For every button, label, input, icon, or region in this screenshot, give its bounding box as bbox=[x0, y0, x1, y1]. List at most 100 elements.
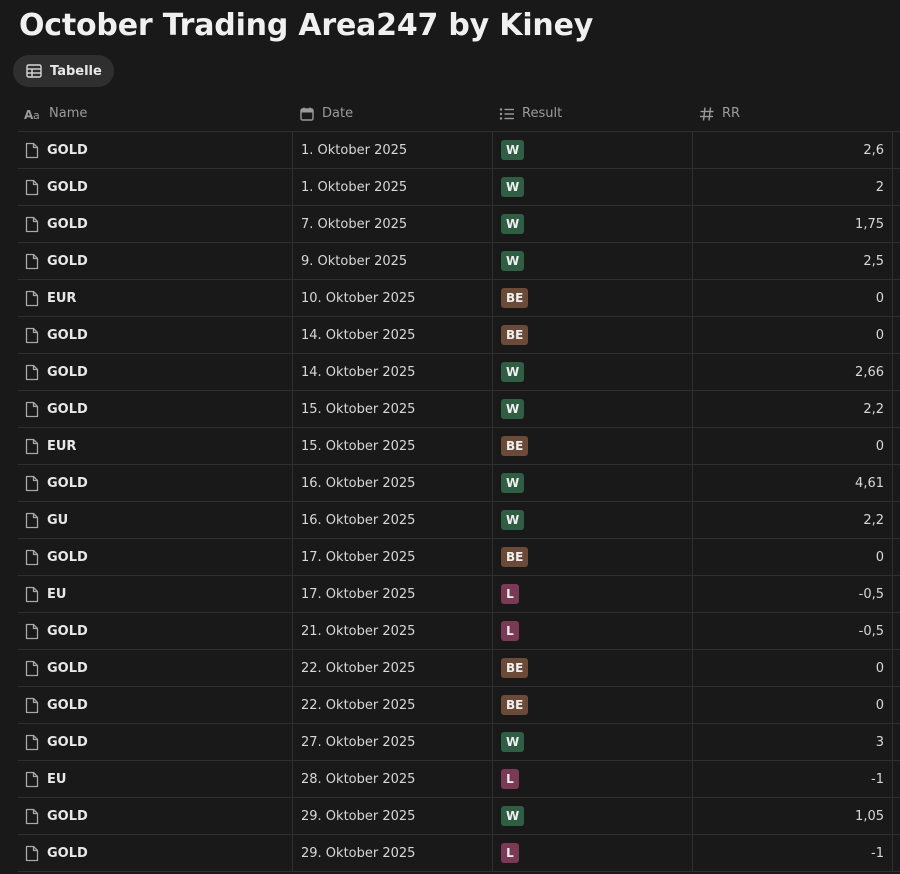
result-cell[interactable]: L bbox=[493, 613, 693, 649]
rr-cell[interactable]: 1,75 bbox=[693, 206, 893, 242]
rr-cell[interactable]: 2,6 bbox=[693, 132, 893, 168]
date-cell[interactable]: 1. Oktober 2025 bbox=[293, 132, 493, 168]
result-cell[interactable]: W bbox=[493, 243, 693, 279]
date-cell[interactable]: 15. Oktober 2025 bbox=[293, 391, 493, 427]
rr-cell[interactable]: 2,66 bbox=[693, 354, 893, 390]
table-row[interactable]: EU 17. Oktober 2025 L -0,5 bbox=[18, 576, 900, 613]
date-cell[interactable]: 1. Oktober 2025 bbox=[293, 169, 493, 205]
name-cell[interactable]: GU bbox=[18, 502, 293, 538]
name-cell[interactable]: GOLD bbox=[18, 798, 293, 834]
rr-cell[interactable]: 4,61 bbox=[693, 465, 893, 501]
date-cell[interactable]: 15. Oktober 2025 bbox=[293, 428, 493, 464]
table-row[interactable]: GOLD 21. Oktober 2025 L -0,5 bbox=[18, 613, 900, 650]
result-cell[interactable]: W bbox=[493, 206, 693, 242]
table-row[interactable]: GOLD 16. Oktober 2025 W 4,61 bbox=[18, 465, 900, 502]
table-row[interactable]: GOLD 9. Oktober 2025 W 2,5 bbox=[18, 243, 900, 280]
column-header-result[interactable]: Result bbox=[493, 96, 693, 131]
table-row[interactable]: GU 16. Oktober 2025 W 2,2 bbox=[18, 502, 900, 539]
table-row[interactable]: GOLD 1. Oktober 2025 W 2,6 bbox=[18, 132, 900, 169]
result-cell[interactable]: W bbox=[493, 798, 693, 834]
table-row[interactable]: GOLD 22. Oktober 2025 BE 0 bbox=[18, 687, 900, 724]
rr-cell[interactable]: 0 bbox=[693, 428, 893, 464]
result-cell[interactable]: L bbox=[493, 576, 693, 612]
name-cell[interactable]: GOLD bbox=[18, 243, 293, 279]
name-cell[interactable]: GOLD bbox=[18, 835, 293, 871]
name-cell[interactable]: GOLD bbox=[18, 206, 293, 242]
rr-cell[interactable]: 2,5 bbox=[693, 243, 893, 279]
name-cell[interactable]: GOLD bbox=[18, 724, 293, 760]
date-cell[interactable]: 29. Oktober 2025 bbox=[293, 798, 493, 834]
date-cell[interactable]: 22. Oktober 2025 bbox=[293, 650, 493, 686]
result-cell[interactable]: L bbox=[493, 835, 693, 871]
name-cell[interactable]: EU bbox=[18, 576, 293, 612]
table-row[interactable]: GOLD 29. Oktober 2025 L -1 bbox=[18, 835, 900, 872]
rr-cell[interactable]: -1 bbox=[693, 835, 893, 871]
date-cell[interactable]: 14. Oktober 2025 bbox=[293, 354, 493, 390]
rr-cell[interactable]: -0,5 bbox=[693, 613, 893, 649]
rr-cell[interactable]: -1 bbox=[693, 761, 893, 797]
table-row[interactable]: GOLD 29. Oktober 2025 W 1,05 bbox=[18, 798, 900, 835]
table-row[interactable]: GOLD 14. Oktober 2025 W 2,66 bbox=[18, 354, 900, 391]
result-cell[interactable]: W bbox=[493, 724, 693, 760]
result-cell[interactable]: BE bbox=[493, 280, 693, 316]
table-row[interactable]: GOLD 27. Oktober 2025 W 3 bbox=[18, 724, 900, 761]
table-row[interactable]: GOLD 17. Oktober 2025 BE 0 bbox=[18, 539, 900, 576]
date-cell[interactable]: 17. Oktober 2025 bbox=[293, 539, 493, 575]
result-cell[interactable]: BE bbox=[493, 428, 693, 464]
name-cell[interactable]: EUR bbox=[18, 280, 293, 316]
result-cell[interactable]: L bbox=[493, 761, 693, 797]
result-cell[interactable]: W bbox=[493, 169, 693, 205]
result-cell[interactable]: W bbox=[493, 391, 693, 427]
rr-cell[interactable]: 0 bbox=[693, 687, 893, 723]
table-row[interactable]: GOLD 14. Oktober 2025 BE 0 bbox=[18, 317, 900, 354]
column-header-date[interactable]: Date bbox=[293, 96, 493, 131]
rr-cell[interactable]: -0,5 bbox=[693, 576, 893, 612]
rr-cell[interactable]: 0 bbox=[693, 317, 893, 353]
column-header-name[interactable]: A a Name bbox=[18, 96, 293, 131]
name-cell[interactable]: GOLD bbox=[18, 169, 293, 205]
result-cell[interactable]: W bbox=[493, 354, 693, 390]
result-cell[interactable]: W bbox=[493, 465, 693, 501]
table-row[interactable]: GOLD 1. Oktober 2025 W 2 bbox=[18, 169, 900, 206]
date-cell[interactable]: 28. Oktober 2025 bbox=[293, 761, 493, 797]
name-cell[interactable]: GOLD bbox=[18, 539, 293, 575]
table-row[interactable]: EUR 10. Oktober 2025 BE 0 bbox=[18, 280, 900, 317]
rr-cell[interactable]: 2,2 bbox=[693, 391, 893, 427]
date-cell[interactable]: 14. Oktober 2025 bbox=[293, 317, 493, 353]
table-row[interactable]: GOLD 7. Oktober 2025 W 1,75 bbox=[18, 206, 900, 243]
table-row[interactable]: EU 28. Oktober 2025 L -1 bbox=[18, 761, 900, 798]
rr-cell[interactable]: 0 bbox=[693, 650, 893, 686]
result-cell[interactable]: W bbox=[493, 502, 693, 538]
rr-cell[interactable]: 0 bbox=[693, 280, 893, 316]
date-cell[interactable]: 21. Oktober 2025 bbox=[293, 613, 493, 649]
date-cell[interactable]: 7. Oktober 2025 bbox=[293, 206, 493, 242]
view-tab-tabelle[interactable]: Tabelle bbox=[13, 55, 114, 87]
name-cell[interactable]: EU bbox=[18, 761, 293, 797]
table-row[interactable]: EUR 15. Oktober 2025 BE 0 bbox=[18, 428, 900, 465]
name-cell[interactable]: GOLD bbox=[18, 354, 293, 390]
date-cell[interactable]: 17. Oktober 2025 bbox=[293, 576, 493, 612]
rr-cell[interactable]: 3 bbox=[693, 724, 893, 760]
name-cell[interactable]: EUR bbox=[18, 428, 293, 464]
table-row[interactable]: GOLD 22. Oktober 2025 BE 0 bbox=[18, 650, 900, 687]
date-cell[interactable]: 29. Oktober 2025 bbox=[293, 835, 493, 871]
name-cell[interactable]: GOLD bbox=[18, 465, 293, 501]
name-cell[interactable]: GOLD bbox=[18, 132, 293, 168]
name-cell[interactable]: GOLD bbox=[18, 613, 293, 649]
rr-cell[interactable]: 1,05 bbox=[693, 798, 893, 834]
result-cell[interactable]: BE bbox=[493, 687, 693, 723]
table-row[interactable]: GOLD 15. Oktober 2025 W 2,2 bbox=[18, 391, 900, 428]
date-cell[interactable]: 27. Oktober 2025 bbox=[293, 724, 493, 760]
name-cell[interactable]: GOLD bbox=[18, 317, 293, 353]
name-cell[interactable]: GOLD bbox=[18, 391, 293, 427]
date-cell[interactable]: 9. Oktober 2025 bbox=[293, 243, 493, 279]
date-cell[interactable]: 10. Oktober 2025 bbox=[293, 280, 493, 316]
column-header-rr[interactable]: RR bbox=[693, 96, 893, 131]
date-cell[interactable]: 16. Oktober 2025 bbox=[293, 502, 493, 538]
result-cell[interactable]: BE bbox=[493, 650, 693, 686]
date-cell[interactable]: 16. Oktober 2025 bbox=[293, 465, 493, 501]
rr-cell[interactable]: 0 bbox=[693, 539, 893, 575]
result-cell[interactable]: BE bbox=[493, 317, 693, 353]
name-cell[interactable]: GOLD bbox=[18, 650, 293, 686]
rr-cell[interactable]: 2,2 bbox=[693, 502, 893, 538]
